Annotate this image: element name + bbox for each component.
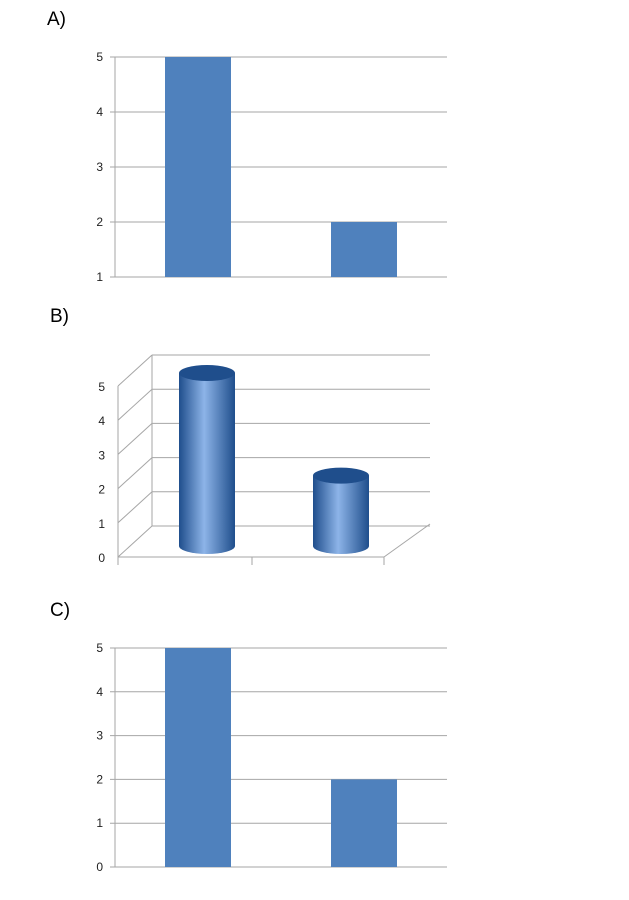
bar-0 xyxy=(165,648,231,867)
y-tick-label-3: 3 xyxy=(98,448,105,462)
side-gridline-2 xyxy=(117,457,153,489)
y-tick-label-2: 2 xyxy=(98,483,105,497)
y-tick-label-0: 0 xyxy=(98,551,105,565)
chart-a: 1 2 3 4 5 xyxy=(96,50,447,284)
y-tick-label-0: 0 xyxy=(96,860,103,874)
y-tick-label-2: 3 xyxy=(96,160,103,174)
cylinder-body-1 xyxy=(313,475,369,554)
y-tick-label-4: 4 xyxy=(98,414,105,428)
y-tick-label-3: 4 xyxy=(96,105,103,119)
y-tick-label-5: 5 xyxy=(96,641,103,655)
cylinder-body-0 xyxy=(179,373,235,554)
side-gridline-0 xyxy=(117,525,153,558)
y-tick-label-4: 4 xyxy=(96,685,103,699)
panel-label-c: C) xyxy=(50,600,71,621)
side-gridline-5 xyxy=(117,354,153,387)
chart-b: 0 1 2 3 4 5 xyxy=(98,354,431,565)
bar-1 xyxy=(331,222,397,277)
cylinder-top-0 xyxy=(179,365,235,381)
y-tick-label-3: 3 xyxy=(96,729,103,743)
y-tick-label-4: 5 xyxy=(96,50,103,64)
side-gridline-3 xyxy=(117,423,153,455)
bar-0 xyxy=(165,57,231,277)
side-gridline-4 xyxy=(117,388,153,421)
chart-c: 0 1 2 3 4 5 xyxy=(96,641,447,874)
panel-label-b: B) xyxy=(50,306,69,327)
y-tick-label-1: 1 xyxy=(98,517,105,531)
bar-1 xyxy=(331,779,397,867)
y-tick-label-1: 1 xyxy=(96,816,103,830)
y-tick-label-5: 5 xyxy=(98,380,105,394)
y-tick-label-0: 1 xyxy=(96,270,103,284)
cylinder-top-1 xyxy=(313,467,369,484)
floor-right-edge xyxy=(383,523,431,558)
y-tick-label-2: 2 xyxy=(96,772,103,786)
panel-label-a: A) xyxy=(47,9,66,30)
side-gridline-1 xyxy=(117,491,153,524)
y-tick-label-1: 2 xyxy=(96,215,103,229)
